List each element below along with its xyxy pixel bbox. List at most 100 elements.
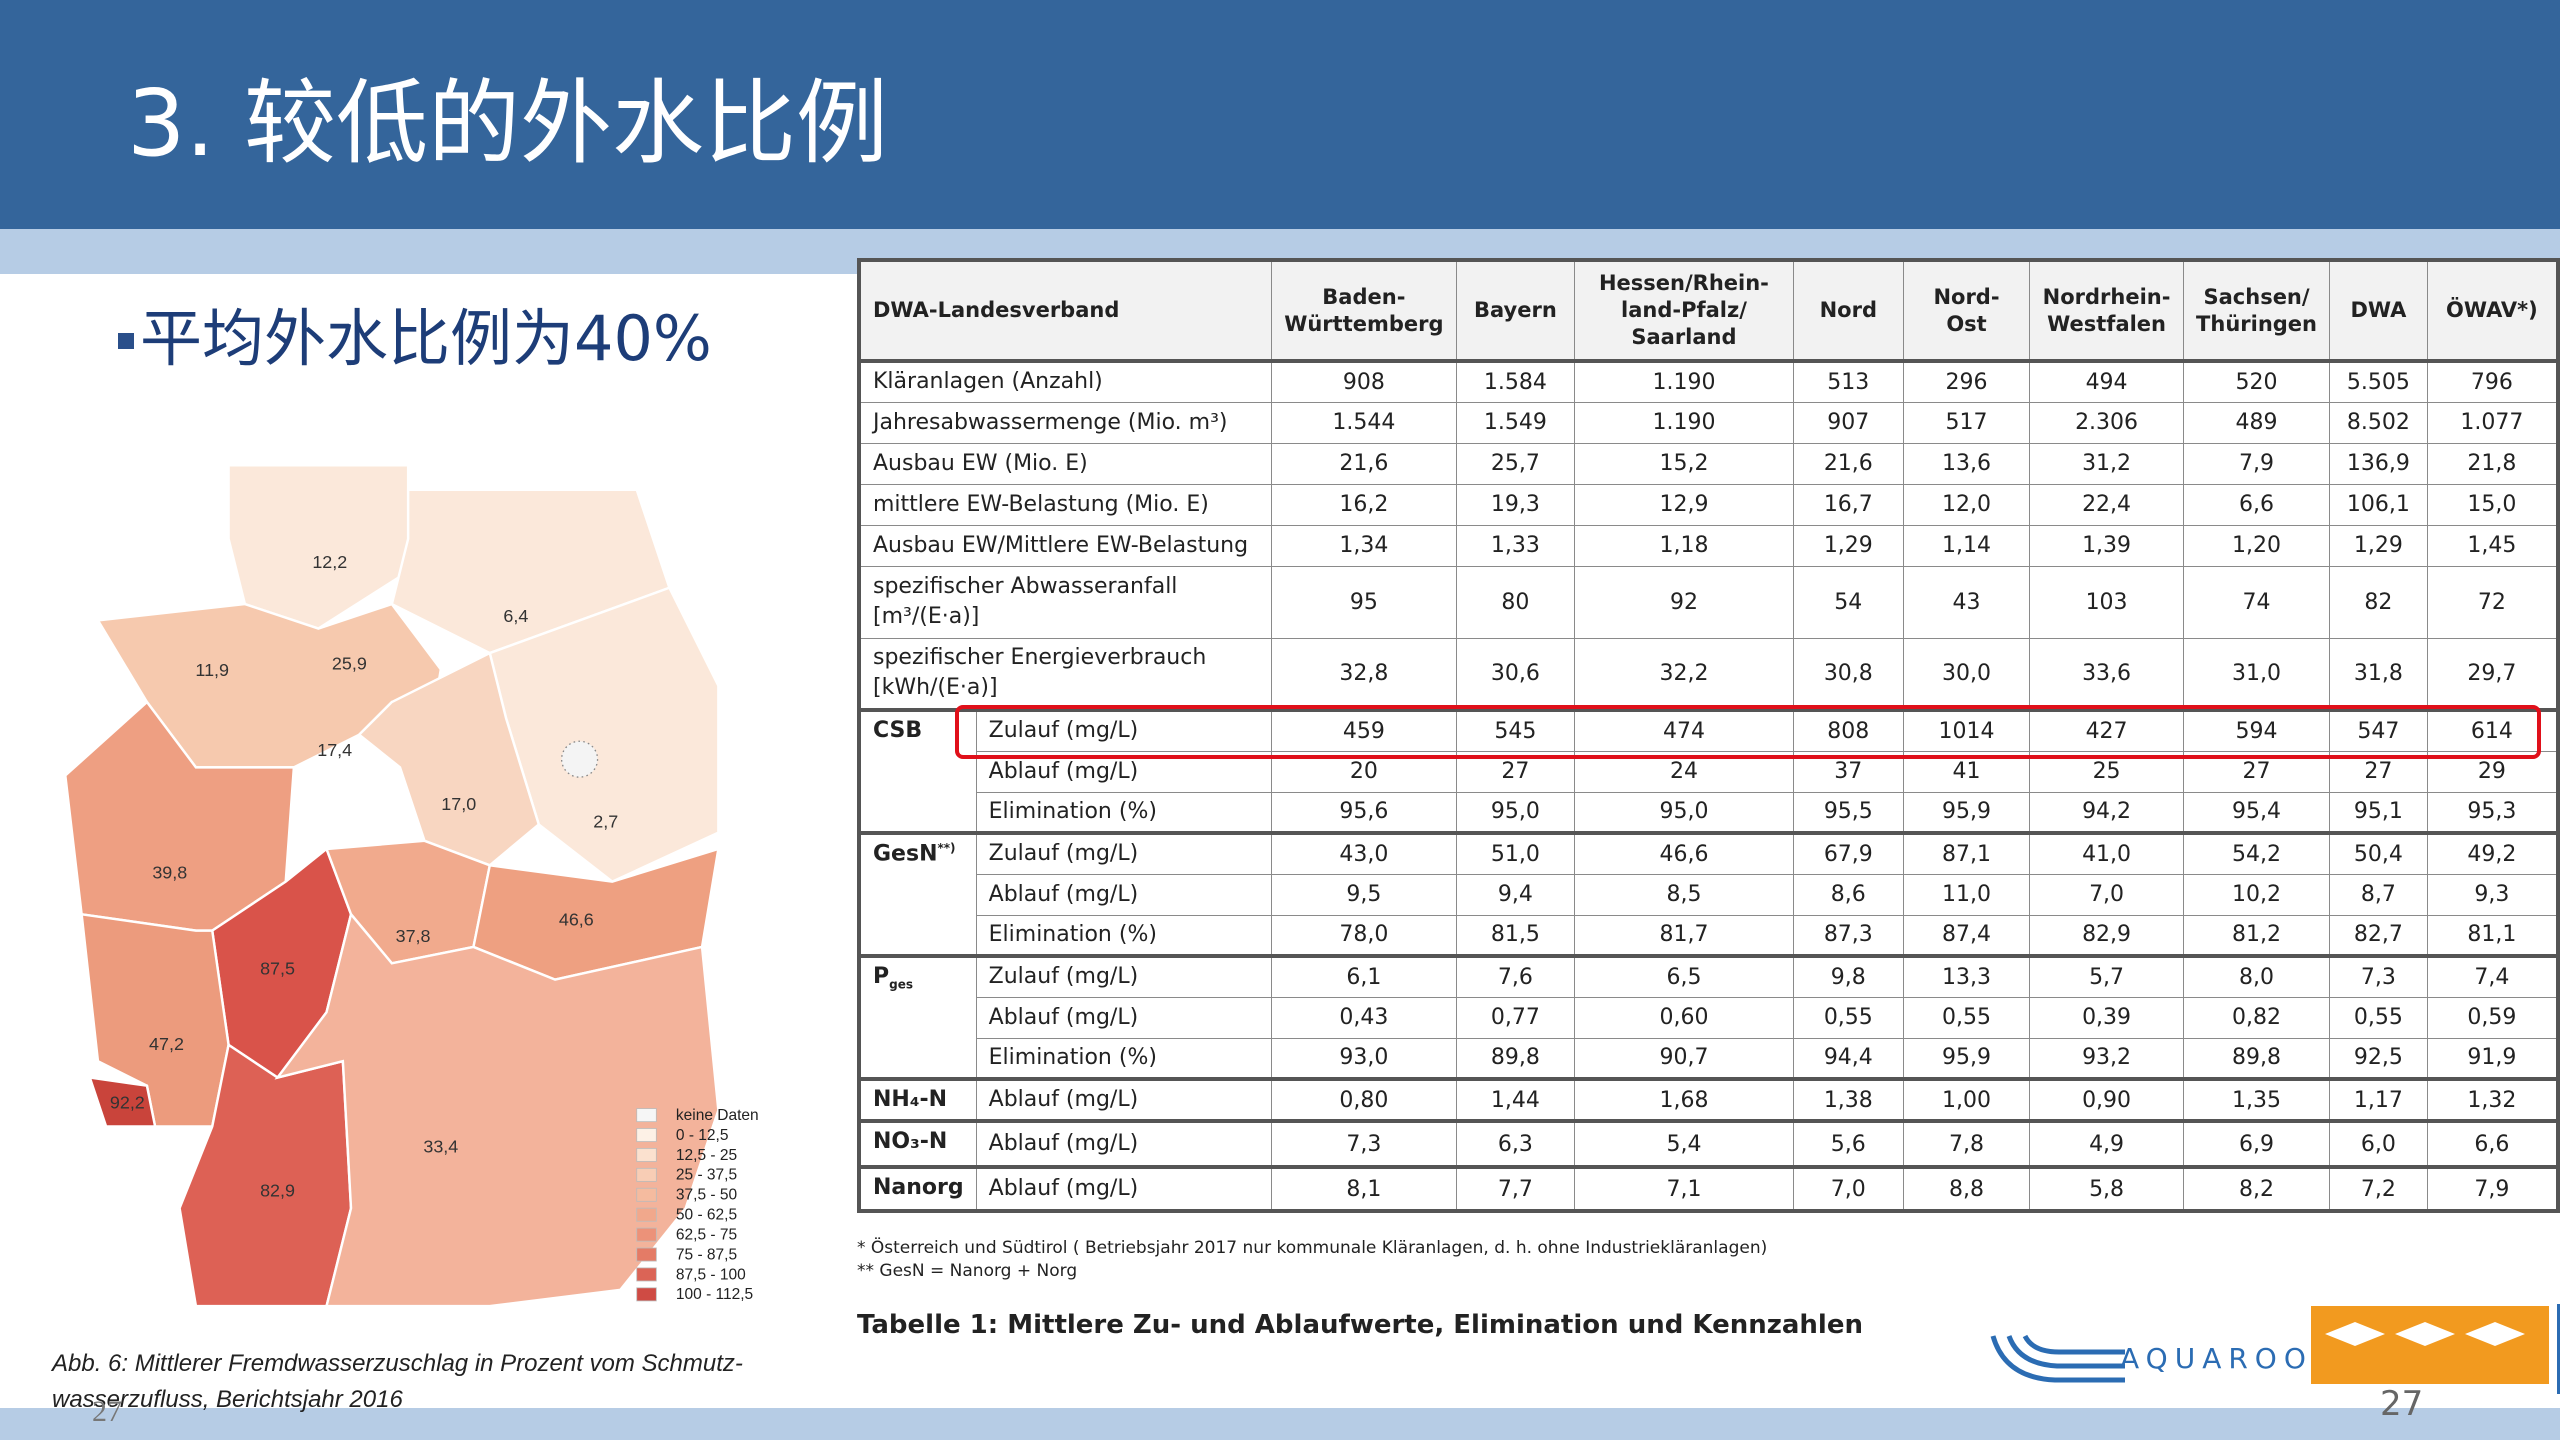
cell-value: 1.190: [1574, 360, 1794, 403]
cell-value: 513: [1792, 360, 1904, 403]
cell-value: 43: [1902, 565, 2031, 639]
cell-value: 1,44: [1455, 1077, 1576, 1122]
cell-value: 0,59: [2426, 996, 2559, 1039]
table-row: Nanorg Ablauf (mg/L) 8,1 7,7 7,1 7,0 8,8 5,8 8,2…: [858, 1165, 2559, 1212]
cell-value: 95,9: [1902, 791, 2031, 834]
cell-value: 7,0: [2029, 873, 2185, 916]
cell-value: 8,0: [2183, 954, 2331, 998]
cell-value: 0,55: [1902, 996, 2031, 1039]
cell-value: 94,2: [2029, 791, 2185, 834]
cell-value: 31,0: [2183, 637, 2331, 711]
region-value: 6,4: [503, 606, 528, 626]
cell-value: 1,45: [2426, 524, 2559, 567]
cell-value: 82: [2329, 565, 2428, 639]
region-value: 37,8: [396, 926, 431, 946]
region-value: 2,7: [593, 812, 618, 832]
row-label: Elimination (%): [976, 1037, 1273, 1080]
page-number: 27: [2380, 1384, 2424, 1424]
row-label: Ablauf (mg/L): [976, 1165, 1273, 1212]
cell-value: 136,9: [2329, 442, 2428, 485]
cell-value: 7,1: [1574, 1165, 1794, 1212]
group-label: Nanorg: [858, 1165, 977, 1211]
region-value: 17,0: [441, 794, 476, 814]
legend-label: 0 - 12,5: [676, 1127, 729, 1144]
table-row: Ausbau EW/Mittlere EW-Belastung 1,34 1,33 1…: [858, 524, 2559, 567]
cell-value: 8,2: [2183, 1165, 2331, 1212]
logo-text: AQUAROOT: [2120, 1342, 2337, 1375]
table-row: Elimination (%) 93,0 89,8 90,7 94,4 95,9 93,2 8…: [858, 1037, 2559, 1080]
cell-value: 92,5: [2329, 1037, 2428, 1080]
cell-value: 95,3: [2426, 791, 2559, 834]
cell-value: 1,29: [1792, 524, 1904, 567]
region-value: 17,4: [317, 740, 352, 760]
cell-value: 9,4: [1455, 873, 1576, 916]
column-header: Hessen/Rhein- land-Pfalz/ Saarland: [1574, 259, 1794, 363]
cell-value: 5.505: [2329, 360, 2428, 403]
cell-value: 1.190: [1574, 401, 1794, 444]
cell-value: 32,2: [1574, 637, 1794, 711]
table-row: Elimination (%) 95,6 95,0 95,0 95,5 95,9 94,2 9…: [858, 791, 2559, 834]
cell-value: 46,6: [1574, 831, 1794, 875]
cell-value: 87,1: [1902, 831, 2031, 875]
cell-value: 78,0: [1271, 914, 1457, 957]
group-name: CSB: [873, 718, 923, 743]
legend-swatch: [636, 1128, 657, 1142]
cell-value: 7,9: [2426, 1165, 2559, 1212]
table-row: Ausbau EW (Mio. E) 21,6 25,7 15,2 21,6 13,6 31…: [858, 442, 2559, 485]
cell-value: 8,6: [1792, 873, 1904, 916]
cell-value: 4,9: [2029, 1119, 2185, 1168]
column-header: Baden- Württemberg: [1271, 259, 1457, 363]
legend-label: keine Daten: [676, 1107, 759, 1124]
table-row: Jahresabwassermenge (Mio. m³) 1.544 1.549 1…: [858, 401, 2559, 444]
cell-value: 74: [2183, 565, 2331, 639]
cell-value: 474: [1574, 708, 1794, 752]
cell-value: 0,43: [1271, 996, 1457, 1039]
cell-value: 90,7: [1574, 1037, 1794, 1080]
cell-value: 19,3: [1455, 483, 1576, 526]
row-label: Ausbau EW (Mio. E): [858, 442, 1273, 485]
cell-value: 95,4: [2183, 791, 2331, 834]
cell-value: 49,2: [2426, 831, 2559, 875]
caption-line: wasserzufluss, Berichtsjahr 2016: [52, 1386, 403, 1413]
cell-value: 1,39: [2029, 524, 2185, 567]
legend-label: 12,5 - 25: [676, 1147, 737, 1164]
slide-title: 3. 较低的外水比例: [127, 70, 889, 177]
legend-label: 50 - 62,5: [676, 1207, 737, 1224]
cell-value: 489: [2183, 401, 2331, 444]
cell-value: 94,4: [1792, 1037, 1904, 1080]
table-row: mittlere EW-Belastung (Mio. E) 16,2 19,3 12…: [858, 483, 2559, 526]
region-value: 46,6: [559, 910, 594, 930]
cell-value: 5,8: [2029, 1165, 2185, 1212]
table-row: Ablauf (mg/L) 0,43 0,77 0,60 0,55 0,55 0,39 0,8…: [858, 996, 2559, 1039]
row-label: Elimination (%): [976, 791, 1273, 834]
cell-value: 16,2: [1271, 483, 1457, 526]
group-superscript: **): [937, 841, 956, 855]
row-label: Kläranlagen (Anzahl): [858, 360, 1273, 403]
group-name: NO₃-N: [873, 1129, 948, 1154]
row-label: Ablauf (mg/L): [976, 873, 1273, 916]
cell-value: 50,4: [2329, 831, 2428, 875]
column-header: Bayern: [1455, 259, 1576, 363]
cell-value: 1,14: [1902, 524, 2031, 567]
table-row: NO₃-N Ablauf (mg/L) 7,3 6,3 5,4 5,6 7,8 4,9 6,9 6…: [858, 1119, 2559, 1168]
cell-value: 1,35: [2183, 1077, 2331, 1122]
legend-swatch: [636, 1207, 657, 1222]
cell-value: 0,39: [2029, 996, 2185, 1039]
cell-value: 30,8: [1792, 637, 1904, 711]
column-header: DWA: [2329, 259, 2428, 363]
cell-value: 15,2: [1574, 442, 1794, 485]
group-label: GesN**): [858, 831, 977, 874]
cell-value: 2.306: [2029, 401, 2185, 444]
cell-value: 1.549: [1455, 401, 1576, 444]
row-label: Jahresabwassermenge (Mio. m³): [858, 401, 1273, 444]
footnote: ** GesN = Nanorg + Norg: [857, 1261, 1078, 1281]
row-label: Ablauf (mg/L): [976, 1077, 1273, 1122]
cell-value: 427: [2029, 708, 2185, 752]
cell-value: 89,8: [2183, 1037, 2331, 1080]
cell-value: 5,7: [2029, 954, 2185, 998]
region-value: 47,2: [149, 1034, 184, 1054]
cell-value: 5,6: [1792, 1119, 1904, 1168]
cell-value: 614: [2426, 708, 2559, 752]
cell-value: 16,7: [1792, 483, 1904, 526]
